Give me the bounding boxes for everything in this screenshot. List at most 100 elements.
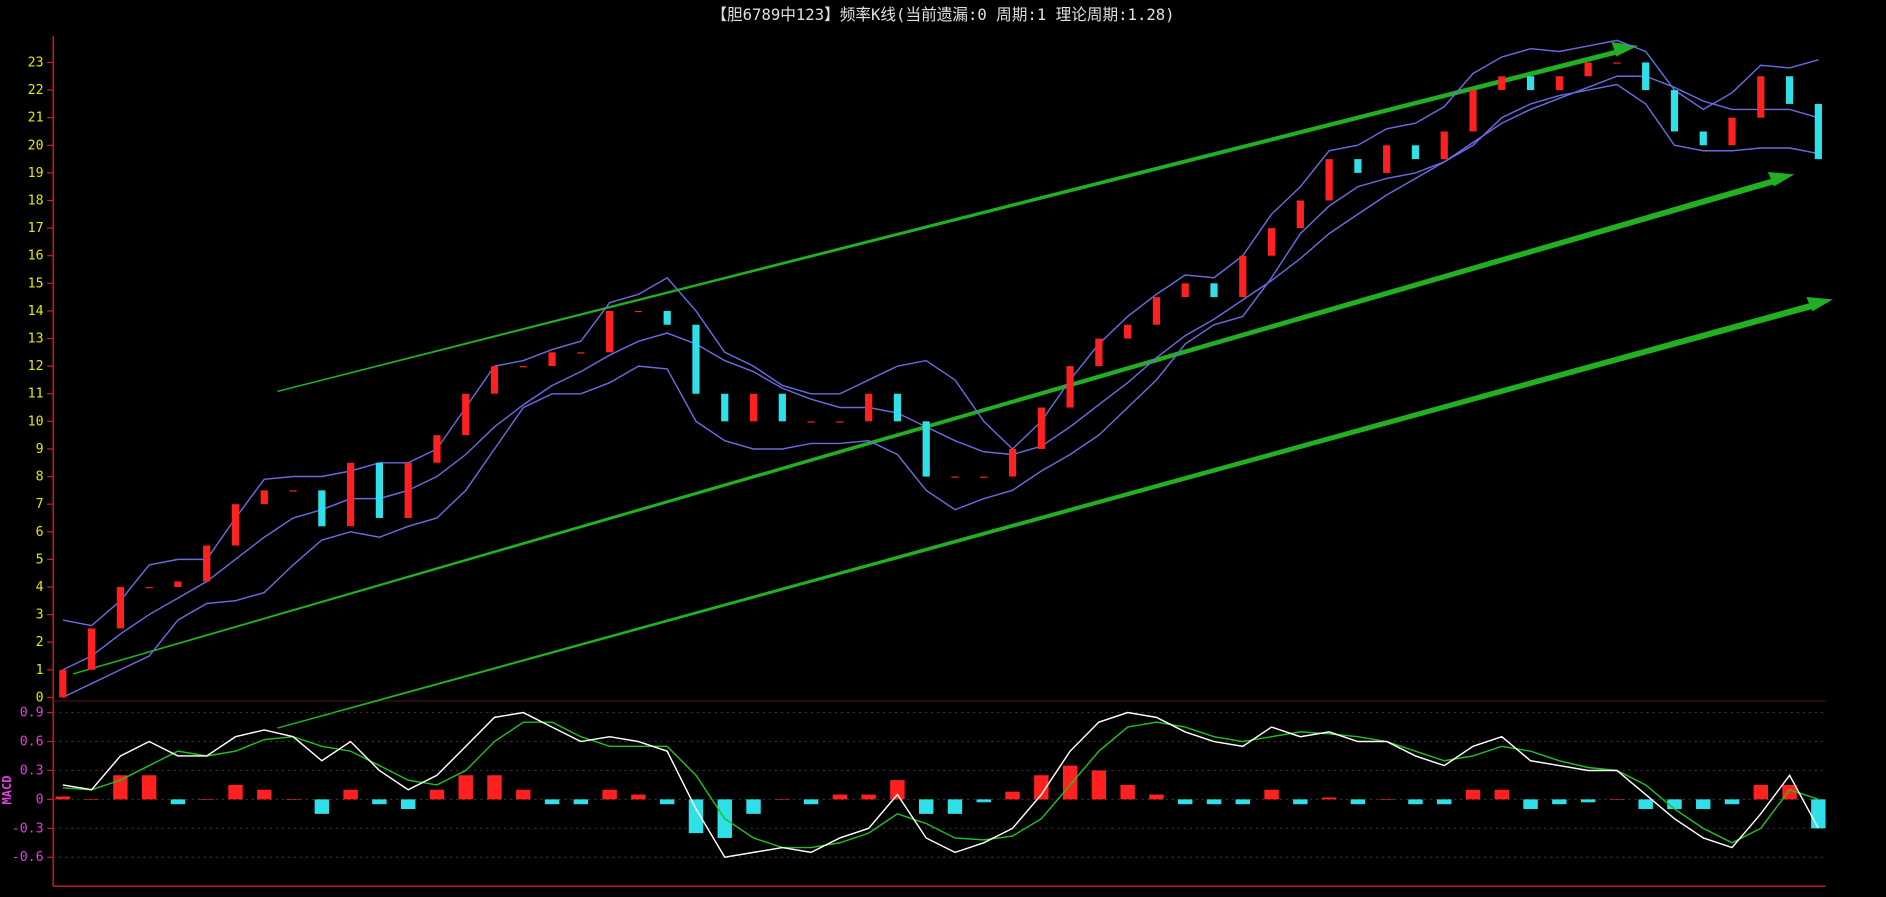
y-tick-label: 3: [36, 608, 44, 623]
candle: [116, 586, 124, 629]
macd-bar: [257, 789, 272, 800]
candle: [1008, 448, 1017, 477]
candle: [1498, 76, 1506, 91]
candle: [1325, 159, 1333, 201]
y-tick-label: 1: [36, 663, 44, 678]
macd-bar: [84, 799, 99, 800]
y-tick-label: 12: [28, 359, 44, 374]
candle: [1613, 62, 1621, 64]
candle: [88, 628, 96, 670]
y-tick-label: 16: [28, 249, 44, 264]
macd-bar: [1667, 799, 1682, 810]
candle: [1296, 200, 1304, 229]
macd-bar: [602, 789, 617, 800]
macd-bar: [947, 799, 963, 814]
macd-bar: [1091, 770, 1107, 800]
candle: [1440, 131, 1448, 160]
candle: [174, 581, 182, 587]
macd-bar: [1034, 775, 1049, 800]
candle: [1728, 117, 1736, 146]
candle: [865, 393, 873, 422]
candle: [980, 476, 988, 478]
macd-bar: [1321, 797, 1337, 800]
macd-bar: [516, 789, 531, 800]
y-tick-label: 0.6: [20, 735, 44, 750]
macd-bar: [890, 780, 905, 800]
chart-title: 【胆6789中123】频率K线(当前遗漏:0 周期:1 理论周期:1.28): [711, 5, 1174, 24]
panel-label: MACD: [0, 776, 14, 805]
candle: [778, 393, 786, 422]
macd-bar: [170, 799, 186, 805]
y-tick-label: 19: [28, 166, 44, 181]
macd-bar: [631, 794, 646, 800]
macd-bar: [1178, 799, 1193, 805]
y-tick-label: 6: [36, 525, 44, 540]
macd-bar: [1580, 799, 1596, 803]
y-tick-label: 7: [36, 497, 44, 512]
candle: [548, 352, 556, 367]
candle: [1670, 90, 1679, 132]
candle: [1584, 62, 1592, 77]
y-tick-label: 13: [28, 332, 44, 347]
macd-bar: [1696, 799, 1711, 810]
macd-bar: [1408, 799, 1423, 805]
y-tick-label: 2: [36, 635, 44, 650]
macd-bar: [1350, 799, 1366, 805]
macd-bar: [487, 775, 502, 800]
macd-bar: [1494, 789, 1510, 800]
candle: [347, 462, 355, 527]
macd-bar: [1120, 784, 1135, 800]
macd-bar: [1379, 799, 1394, 800]
macd-bar: [228, 784, 243, 800]
y-tick-label: -0.3: [12, 821, 44, 836]
candle: [1526, 76, 1535, 91]
candle: [1267, 228, 1276, 256]
macd-bar: [976, 799, 991, 803]
candle: [1066, 366, 1074, 408]
macd-bar: [918, 799, 934, 814]
candle: [1411, 145, 1420, 160]
candle: [231, 504, 240, 546]
macd-bar: [343, 789, 358, 800]
macd-bar: [832, 794, 848, 800]
candle: [1699, 131, 1707, 146]
candle: [1152, 297, 1161, 325]
y-tick-label: 0: [36, 792, 44, 807]
candle: [721, 393, 729, 422]
y-tick-label: 10: [28, 414, 44, 429]
macd-bar: [1005, 791, 1020, 800]
candle: [692, 324, 700, 394]
candle: [951, 476, 959, 478]
dea-line: [62, 721, 1819, 849]
macd-bar: [775, 799, 790, 800]
y-tick-label: 0.9: [20, 706, 44, 721]
y-tick-label: 23: [28, 55, 44, 70]
macd-bar: [1293, 799, 1308, 805]
macd-bar: [1149, 794, 1164, 800]
candle: [1354, 159, 1362, 173]
y-tick-label: 15: [28, 276, 44, 291]
candle: [807, 421, 815, 423]
candle: [1124, 324, 1132, 339]
arrow-head: [1767, 171, 1795, 187]
candle: [577, 352, 585, 354]
macd-bar: [1206, 799, 1222, 805]
y-tick-label: 14: [28, 304, 44, 319]
macd-bar: [55, 796, 71, 800]
macd-bar: [199, 799, 214, 800]
candle: [606, 310, 614, 353]
candle: [404, 462, 412, 518]
y-tick-label: 4: [36, 580, 44, 595]
y-tick-label: 18: [28, 194, 44, 209]
macd-bar: [1523, 799, 1538, 810]
macd-bar: [1465, 789, 1481, 800]
candle: [922, 421, 930, 477]
band-line: [62, 75, 1819, 671]
candle: [1469, 90, 1477, 132]
y-tick-label: 8: [36, 470, 44, 485]
candle: [433, 435, 441, 463]
macd-bar: [1437, 799, 1452, 805]
y-tick-label: 0.3: [20, 763, 44, 778]
macd-bar: [285, 799, 301, 800]
